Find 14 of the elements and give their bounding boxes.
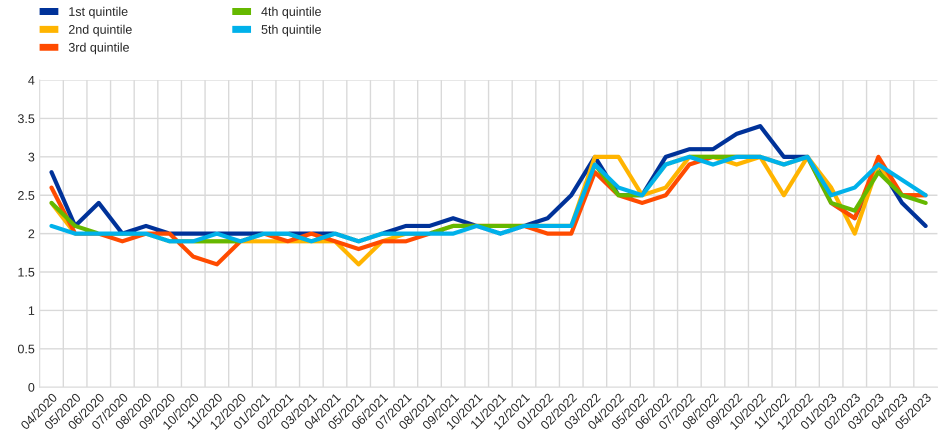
y-tick-label: 0 <box>28 382 34 392</box>
legend-label: 3rd quintile <box>68 42 129 54</box>
y-tick-label: 2.5 <box>18 191 34 200</box>
legend-label: 2nd quintile <box>68 24 132 36</box>
legend-label: 4th quintile <box>261 6 321 18</box>
y-tick-label: 3.5 <box>18 114 34 124</box>
y-tick-label: 2 <box>28 229 34 238</box>
y-tick-label: 1 <box>28 306 34 315</box>
y-tick-label: 0.5 <box>18 344 34 354</box>
legend-label: 1st quintile <box>69 6 128 18</box>
legend-label: 5th quintile <box>262 24 321 36</box>
y-tick-label: 3 <box>28 152 34 162</box>
y-tick-label: 4 <box>28 76 34 85</box>
y-tick-label: 1.5 <box>18 268 34 277</box>
